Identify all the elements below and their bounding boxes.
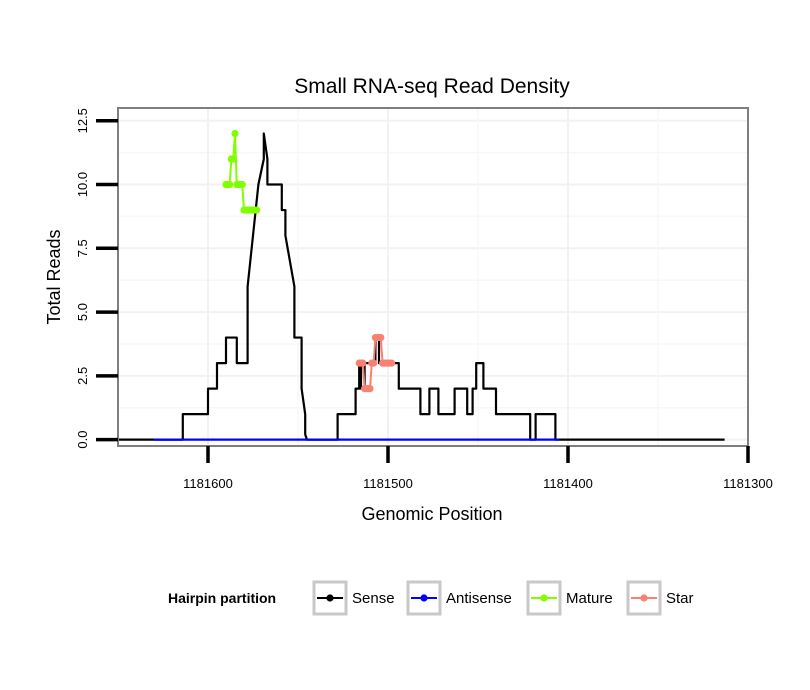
y-tick-label: 0.0 [75,431,90,449]
star-point [388,359,396,367]
plot-panel [118,108,748,446]
x-axis: 1181600 1181500 1181400 1181300 [183,446,773,491]
point-layer [222,129,396,393]
x-axis-title: Genomic Position [361,504,502,524]
legend: Hairpin partition Sense Antisense Mature St… [168,580,694,616]
y-tick-label: 2.5 [75,367,90,385]
y-tick-label: 5.0 [75,303,90,321]
y-tick-label: 7.5 [75,239,90,257]
legend-key-point [326,594,334,602]
y-axis: 0.0 2.5 5.0 7.5 10.0 12.5 [75,108,118,449]
legend-label-star: Star [666,590,694,607]
legend-title: Hairpin partition [168,590,276,606]
mature-point [229,155,237,163]
y-tick-label: 10.0 [75,172,90,197]
x-tick-label: 1181500 [363,476,413,491]
chart-title: Small RNA-seq Read Density [294,75,570,98]
mature-point [231,129,239,138]
y-axis-title: Total Reads [44,229,64,324]
star-point [359,359,367,367]
star-point [370,359,378,367]
x-tick-label: 1181400 [543,476,593,491]
star-point [366,385,374,393]
y-tick-label: 12.5 [75,108,90,133]
legend-label-antisense: Antisense [446,590,512,607]
x-tick-label: 1181300 [723,476,773,491]
legend-key-point [420,594,428,602]
x-tick-label: 1181600 [183,476,233,491]
legend-label-sense: Sense [352,590,395,607]
mature-point [226,180,234,189]
legend-key-point [540,594,548,602]
mature-point [238,180,246,189]
legend-key-point [640,594,648,602]
plot-border [117,107,749,447]
mature-point [253,206,261,214]
legend-label-mature: Mature [566,590,613,607]
star-point [377,333,385,342]
